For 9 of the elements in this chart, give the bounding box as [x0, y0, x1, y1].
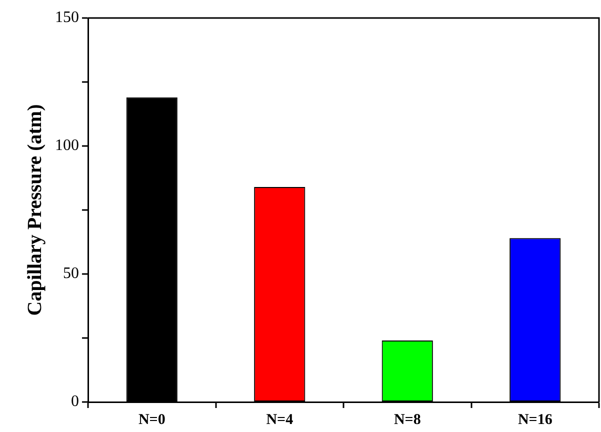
x-tick-label: N=0: [138, 412, 166, 428]
y-tick-label: 50: [63, 265, 79, 282]
x-tick-label: N=16: [518, 412, 553, 428]
y-tick-label: 100: [55, 137, 79, 154]
y-tick-label: 150: [55, 9, 79, 26]
x-tick-label: N=8: [394, 412, 421, 428]
y-tick-label: 0: [71, 393, 79, 410]
y-axis-title: Capillary Pressure (atm): [24, 104, 46, 316]
x-tick-label: N=4: [266, 412, 294, 428]
